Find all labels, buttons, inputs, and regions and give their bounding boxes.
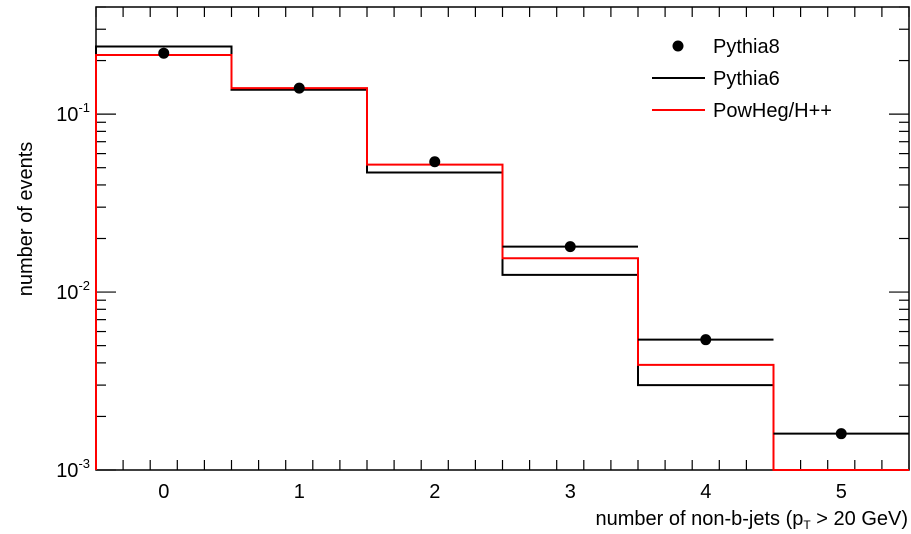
x-axis-ticks: 0 1 2 3 4 5	[95, 7, 910, 503]
x-tick-label: 0	[158, 481, 169, 503]
histogram-powheg-h-	[95, 53, 909, 471]
x-tick-label: 3	[565, 481, 576, 503]
y-tick-label-exponent: -1	[78, 100, 90, 115]
x-axis-label-subscript: T	[803, 518, 811, 532]
x-axis-label-tail: > 20 GeV)	[811, 508, 908, 530]
y-tick-label-exponent: -3	[78, 456, 90, 471]
data-point	[835, 428, 847, 440]
data-point	[158, 47, 170, 59]
data-point	[564, 241, 576, 253]
data-point	[429, 156, 441, 168]
legend-label: PowHeg/H++	[713, 100, 832, 122]
x-tick-label: 4	[700, 481, 711, 503]
data-point	[293, 82, 305, 94]
y-tick-label: 10-2	[56, 278, 90, 304]
legend-label: Pythia6	[713, 68, 780, 90]
y-axis-label: number of events	[15, 142, 37, 297]
legend: Pythia8 Pythia6 PowHeg/H++	[652, 36, 832, 122]
legend-marker	[672, 40, 684, 52]
x-tick-label: 5	[836, 481, 847, 503]
y-tick-label-base: 10	[56, 460, 78, 482]
x-axis-label: number of non-b-jets (pT > 20 GeV)	[595, 508, 908, 532]
y-axis-ticks: 10-310-210-1	[56, 6, 909, 482]
chart-marks	[95, 45, 909, 471]
y-tick-label: 10-1	[56, 100, 90, 126]
x-tick-label: 1	[294, 481, 305, 503]
y-tick-label-exponent: -2	[78, 278, 90, 293]
legend-label: Pythia8	[713, 36, 780, 58]
y-tick-label-base: 10	[56, 104, 78, 126]
x-tick-label: 2	[429, 481, 440, 503]
data-point	[700, 334, 712, 346]
y-tick-label-base: 10	[56, 282, 78, 304]
x-axis-label-main: number of non-b-jets (p	[595, 508, 803, 530]
y-tick-label: 10-3	[56, 456, 90, 482]
